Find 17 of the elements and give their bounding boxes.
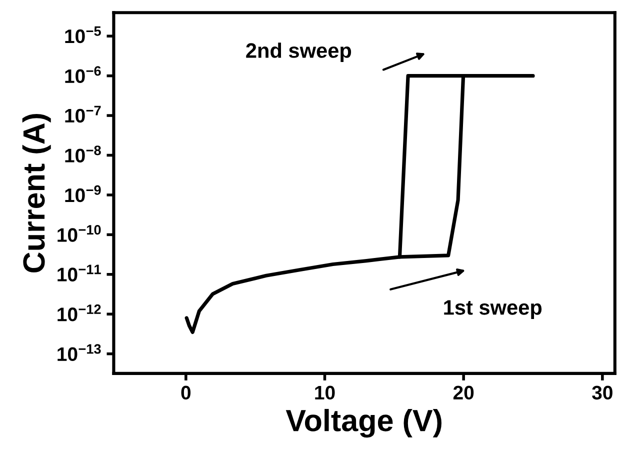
y-tick-label: 10$^{−12}$: [58, 304, 101, 322]
annotation: 2nd sweep: [246, 42, 352, 62]
y-tick-label: 10$^{−11}$: [58, 264, 101, 282]
annotation: 1st sweep: [444, 300, 542, 319]
y-tick-label: 10$^{−13}$: [58, 344, 101, 362]
x-tick-label: 30: [592, 386, 612, 400]
y-axis-title: Current (A): [22, 114, 51, 272]
y-tick-label: 10$^{−7}$: [65, 106, 101, 123]
x-tick-label: 20: [453, 386, 474, 400]
y-tick-label: 10$^{−8}$: [65, 146, 101, 162]
x-axis-title: Voltage (V): [286, 408, 442, 438]
y-tick-label: 10$^{−9}$: [65, 185, 101, 202]
y-tick-label: 10$^{−6}$: [65, 66, 101, 84]
x-tick-label: 10: [315, 386, 335, 400]
y-tick-label: 10$^{−5}$: [65, 26, 101, 44]
y-tick-label: 10$^{−10}$: [58, 224, 101, 242]
x-tick-label: 0: [181, 386, 191, 400]
